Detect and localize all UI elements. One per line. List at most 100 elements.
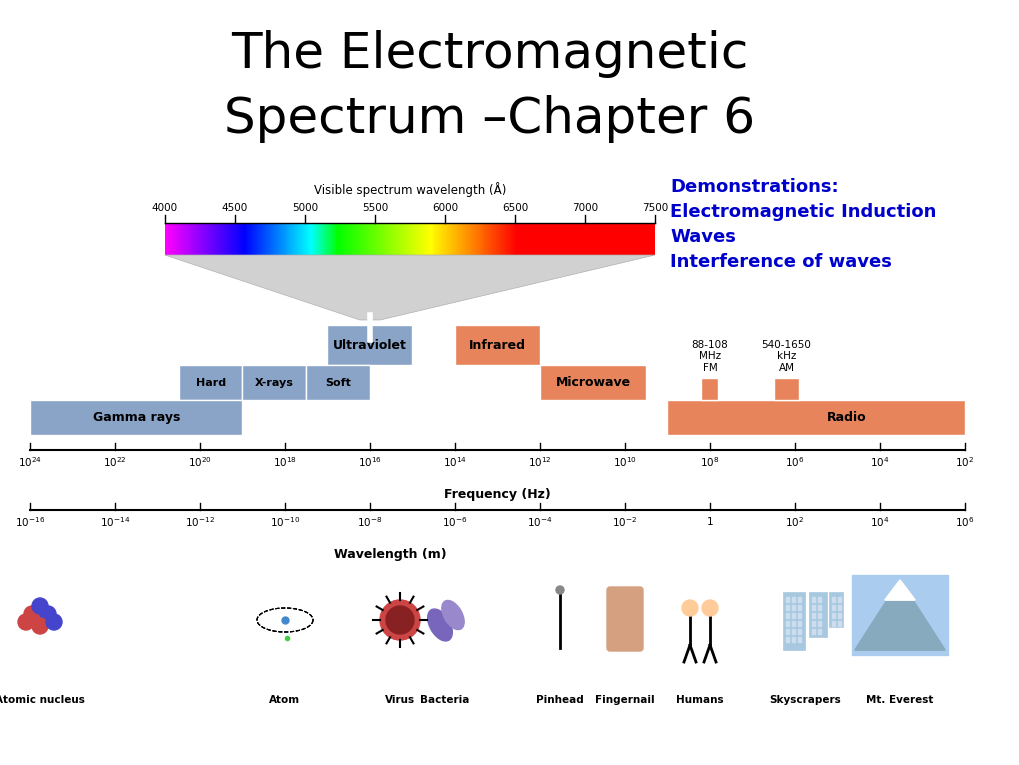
Bar <box>604 223 606 255</box>
Bar <box>458 223 459 255</box>
Bar <box>454 223 457 255</box>
Bar <box>554 223 556 255</box>
Bar <box>379 223 381 255</box>
Bar <box>271 223 273 255</box>
Bar <box>243 365 306 400</box>
Bar <box>239 223 240 255</box>
Bar <box>442 223 443 255</box>
Bar <box>357 223 359 255</box>
Bar <box>508 223 510 255</box>
Bar <box>469 223 470 255</box>
Bar <box>797 637 800 642</box>
Bar <box>228 223 230 255</box>
Bar <box>474 223 476 255</box>
Bar <box>575 223 577 255</box>
Bar <box>482 223 484 255</box>
Bar <box>832 605 835 610</box>
Bar <box>559 223 560 255</box>
Bar <box>540 223 541 255</box>
Bar <box>521 223 522 255</box>
Bar <box>534 223 535 255</box>
Bar <box>393 223 394 255</box>
Bar <box>190 223 191 255</box>
Bar <box>546 223 547 255</box>
Text: $10^{-12}$: $10^{-12}$ <box>184 515 215 529</box>
Bar <box>377 223 379 255</box>
Bar <box>371 223 373 255</box>
Bar <box>178 223 180 255</box>
Text: $10^{6}$: $10^{6}$ <box>785 455 804 469</box>
Bar <box>565 223 566 255</box>
Bar <box>297 223 299 255</box>
Bar <box>608 223 609 255</box>
Bar <box>317 223 318 255</box>
Bar <box>624 223 626 255</box>
Bar <box>497 223 499 255</box>
Text: 5000: 5000 <box>291 203 318 213</box>
Bar <box>279 223 281 255</box>
Bar <box>635 223 636 255</box>
Bar <box>446 223 448 255</box>
Bar <box>270 223 271 255</box>
Text: Visible spectrum wavelength (Å): Visible spectrum wavelength (Å) <box>314 182 505 197</box>
Bar <box>354 223 356 255</box>
Bar <box>786 637 789 642</box>
Text: Gamma rays: Gamma rays <box>93 411 179 424</box>
Bar <box>420 223 421 255</box>
Bar <box>595 223 596 255</box>
Bar <box>597 223 599 255</box>
Bar <box>396 223 397 255</box>
Bar <box>269 223 270 255</box>
Text: $10^{-4}$: $10^{-4}$ <box>527 515 552 529</box>
Bar <box>204 223 206 255</box>
Text: $10^{20}$: $10^{20}$ <box>187 455 212 469</box>
Bar <box>216 223 217 255</box>
Text: $10^{-16}$: $10^{-16}$ <box>15 515 45 529</box>
Bar <box>215 223 216 255</box>
Bar <box>372 223 374 255</box>
Bar <box>351 223 353 255</box>
Bar <box>253 223 255 255</box>
Bar <box>352 223 354 255</box>
Bar <box>168 223 169 255</box>
Bar <box>358 223 359 255</box>
Bar <box>360 223 361 255</box>
Bar <box>631 223 633 255</box>
Bar <box>436 223 437 255</box>
Bar <box>653 223 655 255</box>
Bar <box>182 223 184 255</box>
Bar <box>333 223 334 255</box>
Bar <box>313 223 314 255</box>
Bar <box>564 223 565 255</box>
Bar <box>339 223 340 255</box>
Bar <box>633 223 634 255</box>
Bar <box>297 223 298 255</box>
Bar <box>637 223 638 255</box>
Bar <box>486 223 487 255</box>
Circle shape <box>40 606 56 622</box>
Bar <box>248 223 250 255</box>
Bar <box>553 223 555 255</box>
Text: 4000: 4000 <box>152 203 178 213</box>
Bar <box>251 223 253 255</box>
Bar <box>525 223 527 255</box>
Bar <box>395 223 396 255</box>
Bar <box>361 223 362 255</box>
Bar <box>392 223 393 255</box>
Bar <box>304 223 306 255</box>
Bar <box>171 223 172 255</box>
Bar <box>389 223 390 255</box>
Bar <box>574 223 576 255</box>
Bar <box>594 223 595 255</box>
Bar <box>489 223 490 255</box>
Bar <box>220 223 221 255</box>
Bar <box>599 223 601 255</box>
Bar <box>627 223 629 255</box>
Bar <box>359 223 360 255</box>
Bar <box>649 223 651 255</box>
Text: $10^{14}$: $10^{14}$ <box>442 455 467 469</box>
Bar <box>441 223 442 255</box>
Bar <box>311 223 312 255</box>
Bar <box>334 223 335 255</box>
Bar <box>506 223 508 255</box>
